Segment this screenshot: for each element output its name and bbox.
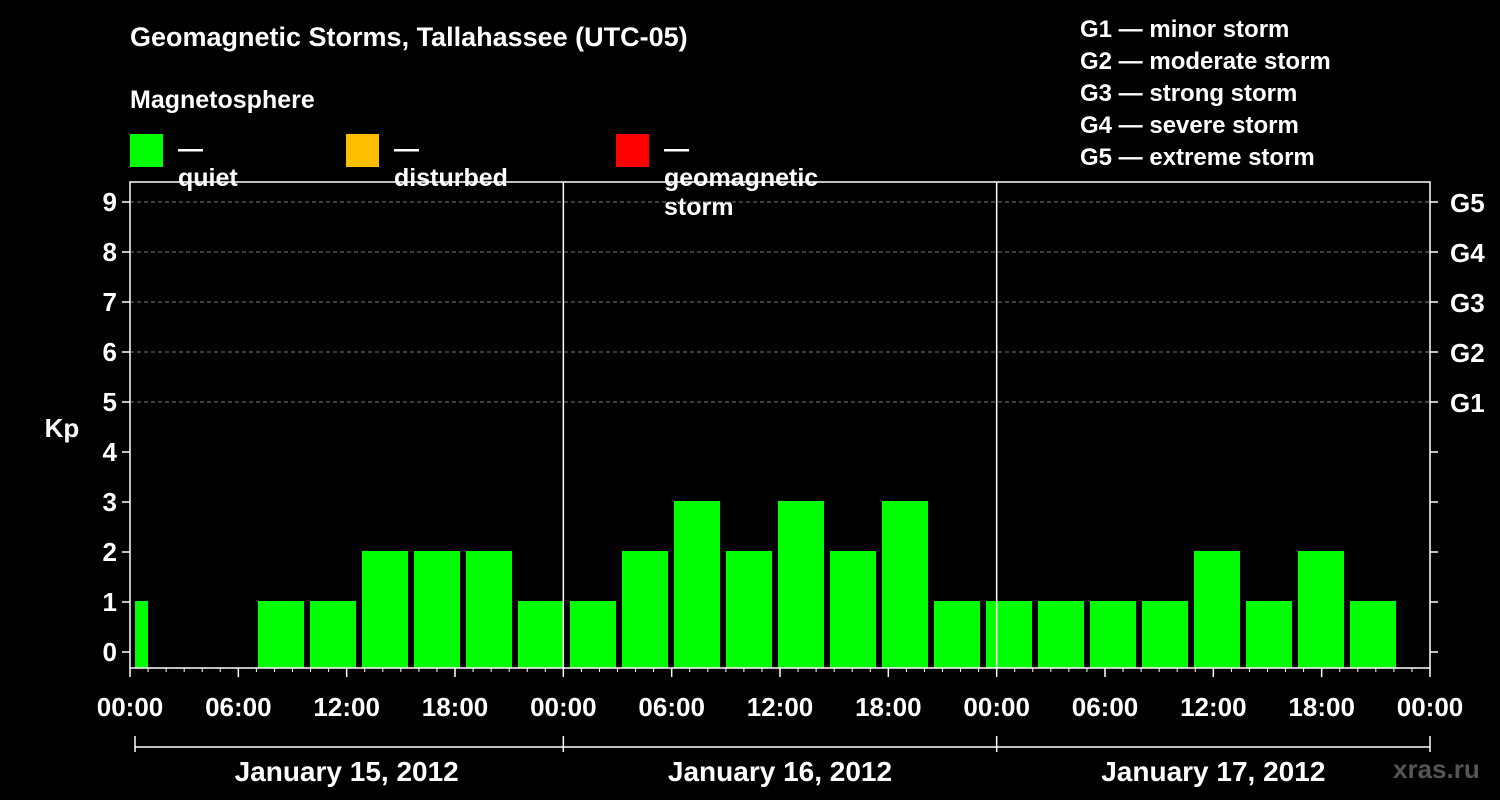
x-tick-label-7: 18:00 <box>855 692 922 722</box>
g-level-label-G3: G3 <box>1450 288 1485 318</box>
kp-bar-22 <box>1246 601 1292 668</box>
kp-bar-8 <box>518 601 564 668</box>
g-level-label-G4: G4 <box>1450 238 1485 268</box>
y-tick-label-1: 1 <box>103 587 117 617</box>
kp-bar-4 <box>310 601 356 668</box>
kp-bar-11 <box>674 501 720 668</box>
x-tick-label-8: 00:00 <box>963 692 1030 722</box>
kp-bar-5 <box>362 551 408 668</box>
day-label-2: January 17, 2012 <box>1101 756 1325 787</box>
kp-bar-17 <box>986 601 1032 668</box>
kp-bar-9 <box>570 601 616 668</box>
storm-legend-g4: G4 — severe storm <box>1080 112 1299 139</box>
legend-label-quiet: — quiet <box>178 135 238 192</box>
kp-bar-3 <box>258 601 304 668</box>
kp-bar-15 <box>882 501 928 668</box>
g-level-label-G1: G1 <box>1450 388 1485 418</box>
y-tick-label-4: 4 <box>103 437 118 467</box>
x-tick-label-5: 06:00 <box>638 692 705 722</box>
kp-bar-24 <box>1350 601 1396 668</box>
x-tick-label-9: 06:00 <box>1072 692 1139 722</box>
y-tick-label-2: 2 <box>103 537 117 567</box>
y-tick-label-9: 9 <box>103 187 117 217</box>
x-tick-label-1: 06:00 <box>205 692 272 722</box>
y-tick-label-0: 0 <box>103 637 117 667</box>
legend-label-disturbed: — disturbed <box>394 135 508 192</box>
legend-swatch-storm <box>616 134 649 167</box>
kp-bar-6 <box>414 551 460 668</box>
x-tick-label-12: 00:00 <box>1397 692 1464 722</box>
chart-title: Geomagnetic Storms, Tallahassee (UTC-05) <box>130 22 688 52</box>
y-tick-label-7: 7 <box>103 287 117 317</box>
g-level-label-G5: G5 <box>1450 188 1485 218</box>
kp-bar-7 <box>466 551 512 668</box>
x-tick-label-0: 00:00 <box>97 692 164 722</box>
x-tick-label-4: 00:00 <box>530 692 597 722</box>
day-label-1: January 16, 2012 <box>668 756 892 787</box>
y-tick-label-6: 6 <box>103 337 117 367</box>
kp-bar-13 <box>778 501 824 668</box>
watermark: xras.ru <box>1393 754 1480 784</box>
x-tick-label-3: 18:00 <box>422 692 489 722</box>
storm-legend-g1: G1 — minor storm <box>1080 16 1290 43</box>
y-tick-label-3: 3 <box>103 487 117 517</box>
y-axis-label: Kp <box>45 413 80 443</box>
y-tick-label-5: 5 <box>103 387 117 417</box>
x-tick-label-10: 12:00 <box>1180 692 1247 722</box>
day-label-0: January 15, 2012 <box>235 756 459 787</box>
chart-subtitle: Magnetosphere <box>130 86 315 114</box>
kp-bar-19 <box>1090 601 1136 668</box>
storm-legend-g3: G3 — strong storm <box>1080 80 1298 107</box>
legend-swatch-disturbed <box>346 134 379 167</box>
kp-bar-12 <box>726 551 772 668</box>
kp-bar-10 <box>622 551 668 668</box>
x-tick-label-6: 12:00 <box>747 692 814 722</box>
g-level-label-G2: G2 <box>1450 338 1485 368</box>
kp-bar-0 <box>135 601 148 668</box>
kp-bar-18 <box>1038 601 1084 668</box>
kp-bar-16 <box>934 601 980 668</box>
storm-legend-g2: G2 — moderate storm <box>1080 48 1331 75</box>
storm-legend-g5: G5 — extreme storm <box>1080 144 1315 171</box>
x-tick-label-2: 12:00 <box>313 692 380 722</box>
y-tick-label-8: 8 <box>103 237 117 267</box>
legend-swatch-quiet <box>130 134 163 167</box>
kp-bar-23 <box>1298 551 1344 668</box>
kp-bar-21 <box>1194 551 1240 668</box>
kp-bar-20 <box>1142 601 1188 668</box>
legend-label-storm: — geomagnetic storm <box>664 135 819 221</box>
kp-bar-14 <box>830 551 876 668</box>
x-tick-label-11: 18:00 <box>1288 692 1355 722</box>
